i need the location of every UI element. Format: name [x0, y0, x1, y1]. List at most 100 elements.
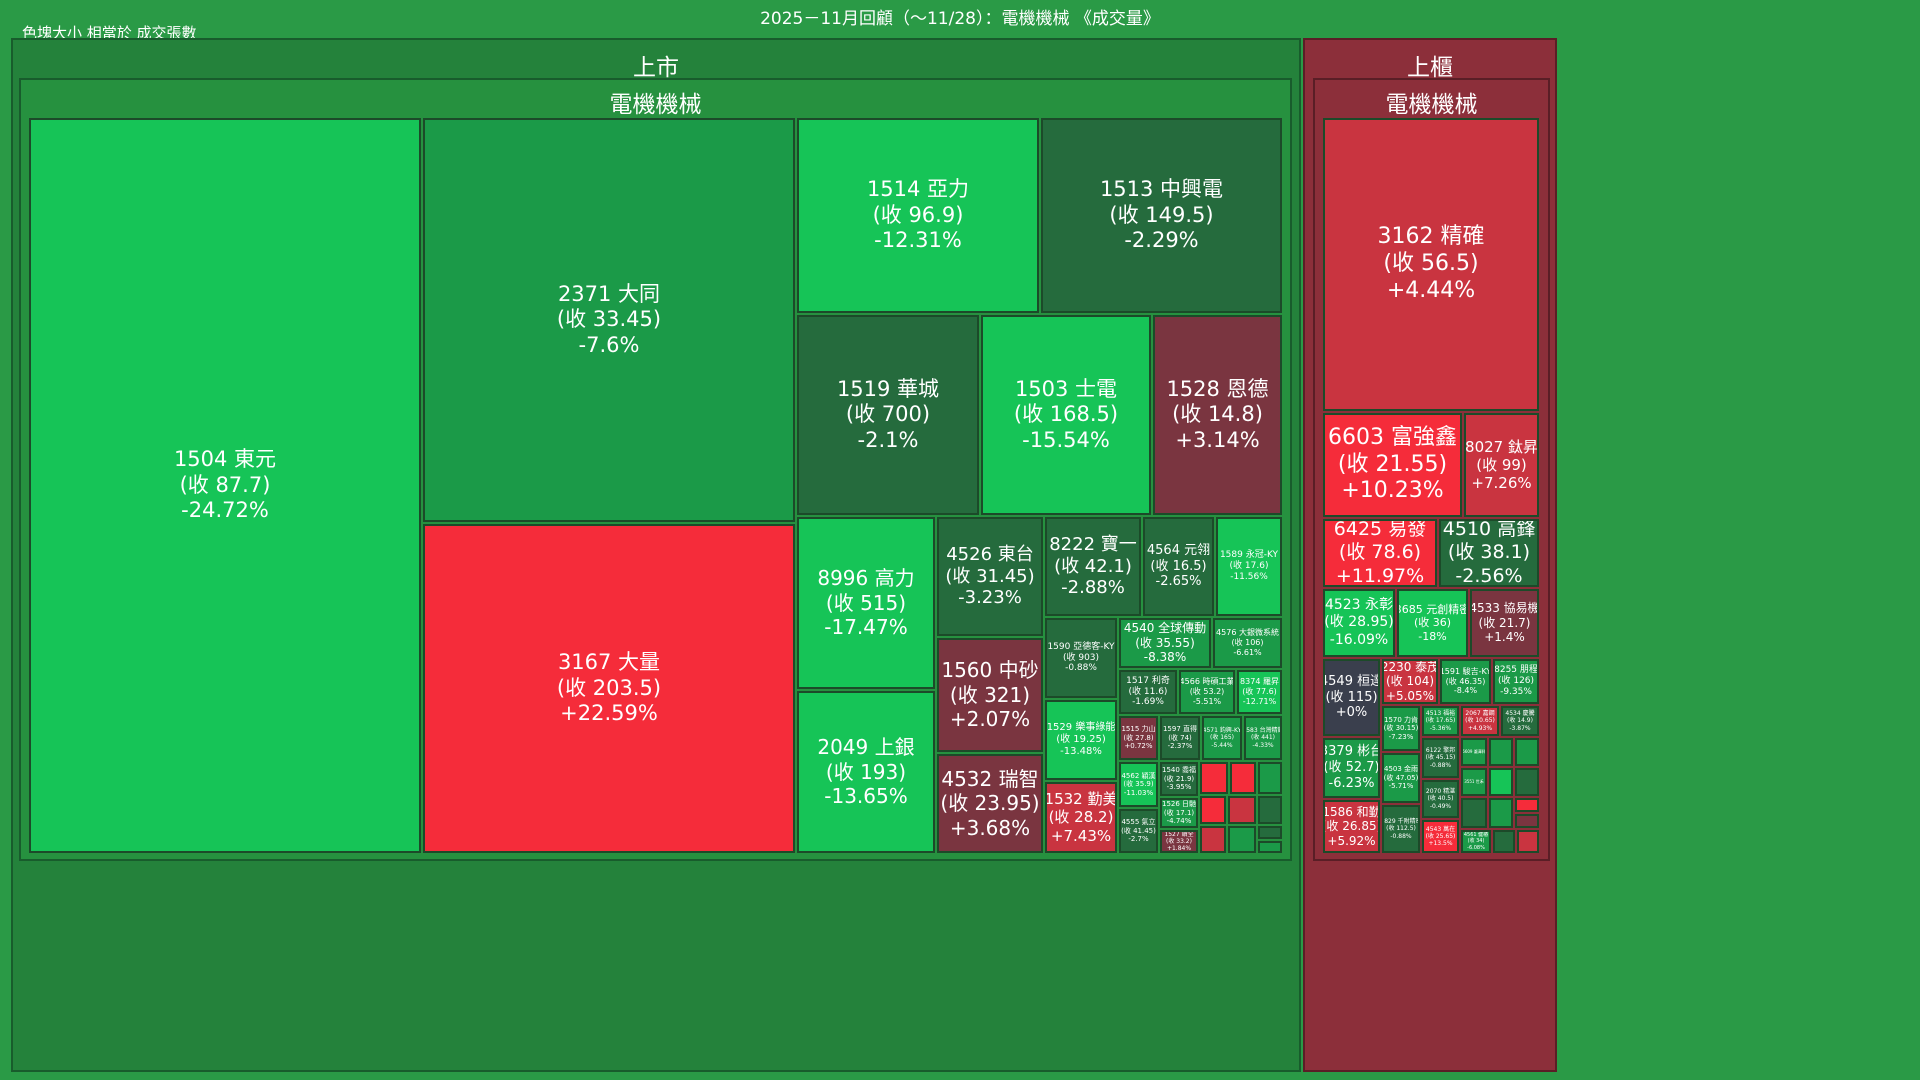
tile-8374: 8374 羅昇 (收 77.6) -12.71%: [1237, 670, 1282, 714]
tile-close: (收 41.45): [1121, 826, 1156, 835]
tile-1503: 1503 士電 (收 168.5) -15.54%: [981, 315, 1151, 515]
tile-small: [1515, 768, 1539, 796]
tile-change: +5.05%: [1385, 688, 1435, 703]
tile-close: (收 52.7): [1323, 760, 1380, 776]
tile-change: -7.23%: [1388, 732, 1414, 741]
tile-1540: 1540 喬福 (收 21.9) -3.95%: [1160, 762, 1198, 796]
tile-label: 4571 鈞興-KY: [1202, 727, 1242, 735]
tile-small: [1228, 826, 1256, 853]
tile-label: 4543 萬在: [1425, 825, 1456, 833]
tile-close: (收 165): [1209, 734, 1235, 742]
tile-change: -2.37%: [1167, 742, 1193, 751]
tile-label: 6829 千附精密: [1382, 818, 1420, 826]
tile-4555: 4555 氣立 (收 41.45) -2.7%: [1119, 809, 1158, 853]
tile-change: -0.88%: [1390, 832, 1412, 840]
tile-close: (收 25.65): [1425, 832, 1456, 840]
tile-small: [1493, 830, 1515, 853]
tile-close: (收 17.6): [1229, 561, 1269, 572]
tile-close: (收 104): [1385, 674, 1435, 689]
tile-2371: 2371 大同 (收 33.45) -7.6%: [423, 118, 795, 522]
tile-4532: 4532 瑞智 (收 23.95) +3.68%: [937, 754, 1043, 853]
tile-small: [1515, 738, 1539, 766]
tile-4564: 4564 元翎 (收 16.5) -2.65%: [1143, 517, 1214, 616]
tile-close: (收 34): [1467, 838, 1485, 845]
tile-close: (收 87.7): [179, 472, 271, 497]
tile-label: 1526 日馳: [1161, 800, 1197, 809]
tile-label: 1514 亞力: [866, 177, 970, 202]
tile-change: -18%: [1418, 629, 1447, 643]
tile-close: (收 53.2): [1189, 687, 1225, 697]
tile-label: 1503 士電: [1014, 376, 1118, 401]
tile-change: +7.43%: [1050, 826, 1112, 845]
tile-3551: 3551 世禾: [1461, 768, 1487, 796]
tile-change: +22.59%: [560, 701, 658, 726]
tile-label: 4534 慶騰: [1505, 710, 1535, 718]
tile-change: -13.65%: [824, 784, 908, 809]
tile-4540: 4540 全球傳動 (收 35.55) -8.38%: [1119, 618, 1211, 668]
tile-label: 2371 大同: [557, 281, 661, 306]
tile-close: (收 168.5): [1013, 402, 1119, 427]
tile-close: (收 21.9): [1163, 774, 1195, 783]
tile-label: 3162 精確: [1377, 224, 1485, 250]
tile-6122: 6122 擎邦 (收 45.15) -0.88%: [1422, 738, 1459, 778]
tile-label: 1590 亞德客-KY: [1047, 641, 1115, 652]
tile-close: (收 115): [1325, 689, 1378, 705]
tile-small: [1228, 796, 1256, 824]
tile-4583: 4583 台灣精銳 (收 441) -4.33%: [1244, 716, 1282, 760]
tile-4533: 4533 協易機 (收 21.7) +1.4%: [1470, 589, 1539, 657]
tile-label: 2230 泰茂: [1382, 659, 1438, 674]
tile-close: (收 27.8): [1123, 733, 1154, 742]
tile-label: 1513 中興電: [1099, 177, 1224, 202]
tile-label: 4510 高鋒: [1442, 519, 1536, 541]
size-legend-note: 色塊大小 相當於 成交張數: [22, 24, 197, 42]
tile-change: -5.71%: [1388, 782, 1414, 791]
tile-1514: 1514 亞力 (收 96.9) -12.31%: [797, 118, 1039, 313]
tile-close: (收 38.1): [1447, 541, 1531, 564]
market-label-listed: 上市: [633, 55, 679, 81]
tile-label: 4562 穎漢: [1121, 771, 1156, 780]
tile-close: (收 56.5): [1383, 251, 1479, 277]
tile-change: -4.33%: [1252, 741, 1274, 749]
tile-change: -6.61%: [1233, 647, 1262, 657]
tile-close: (收 21.7): [1478, 615, 1531, 630]
tile-close: (收 35.55): [1135, 635, 1195, 650]
tile-change: -5.44%: [1211, 741, 1233, 749]
tile-label: 3379 彬台: [1323, 744, 1380, 760]
tile-1517: 1517 利奇 (收 11.6) -1.69%: [1119, 670, 1177, 714]
tile-change: -12.71%: [1242, 696, 1277, 706]
tile-change: +0.72%: [1124, 742, 1153, 751]
tile-small: [1258, 826, 1282, 839]
tile-close: (收 112.5): [1386, 825, 1416, 833]
tile-change: +11.97%: [1335, 564, 1425, 587]
tile-small: [1230, 762, 1256, 794]
tile-6603: 6603 富強鑫 (收 21.55) +10.23%: [1323, 413, 1462, 517]
tile-4526: 4526 東台 (收 31.45) -3.23%: [937, 517, 1043, 636]
tile-label: 1528 恩德: [1166, 376, 1269, 401]
tile-2049: 2049 上銀 (收 193) -13.65%: [797, 691, 935, 853]
tile-small: [1200, 762, 1228, 794]
tile-close: (收 14.8): [1172, 402, 1263, 427]
tile-close: (收 23.95): [940, 791, 1040, 816]
tile-change: -7.6%: [578, 332, 640, 357]
sector-label-listed: 電機機械: [609, 92, 702, 118]
tile-close: (收 42.1): [1054, 555, 1132, 577]
tile-change: -16.09%: [1329, 631, 1389, 648]
sector-label-otc: 電機機械: [1385, 92, 1478, 118]
tile-2230: 2230 泰茂 (收 104) +5.05%: [1382, 659, 1438, 704]
tile-close: (收 149.5): [1109, 202, 1214, 227]
tile-label: 8027 鈦昇: [1465, 437, 1538, 456]
tile-1527: 1527 鑽全 (收 33.2) +1.84%: [1160, 830, 1198, 853]
tile-label: 4576 大銀微系統: [1216, 628, 1279, 638]
tile-1532: 1532 勤美 (收 28.2) +7.43%: [1045, 782, 1117, 853]
tile-6609: 6609 瀧澤科: [1461, 738, 1487, 766]
tile-close: (收 28.2): [1048, 808, 1114, 827]
tile-close: (收 31.45): [945, 565, 1035, 587]
tile-change: -17.47%: [824, 615, 908, 640]
tile-close: (收 33.45): [556, 307, 662, 332]
tile-label: 1586 和勤: [1323, 804, 1380, 819]
tile-close: (收 16.5): [1150, 558, 1207, 574]
tile-label: 1529 樂事綠能: [1046, 721, 1116, 733]
tile-1589: 1589 永冠-KY (收 17.6) -11.56%: [1216, 517, 1282, 616]
tile-change: +1.4%: [1484, 630, 1525, 645]
tile-label: 4566 時碩工業: [1179, 677, 1235, 687]
